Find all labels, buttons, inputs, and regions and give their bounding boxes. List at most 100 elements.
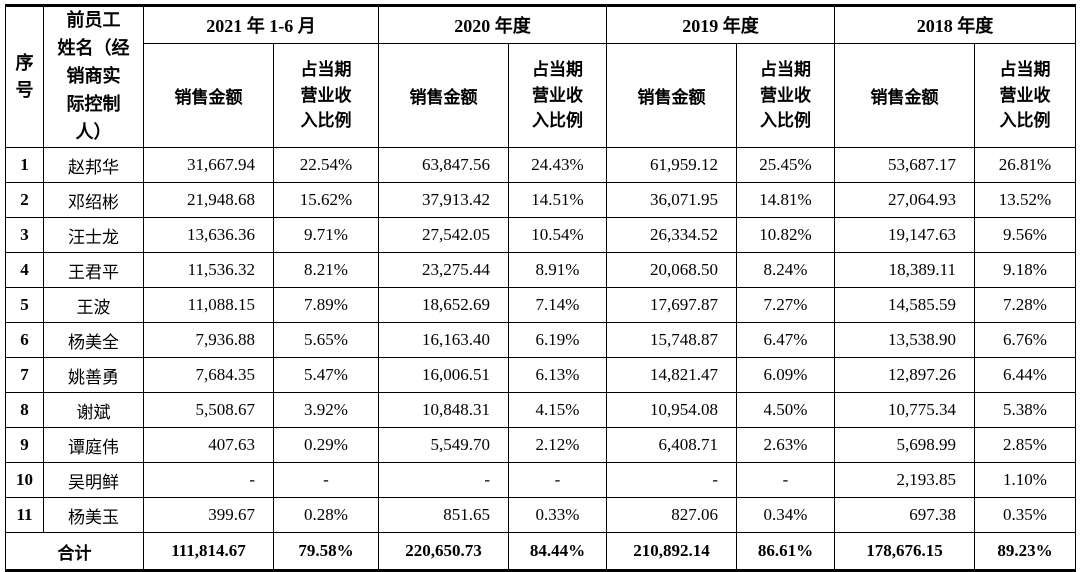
header-period-2020: 2020 年度 <box>378 5 607 44</box>
ratio-cell: 26.81% <box>974 147 1076 183</box>
former-employee-sales-table: 序 号 前员工 姓名（经 销商实 际控制 人） 2021 年 1-6 月 202… <box>5 4 1076 572</box>
total-amount-2021: 111,814.67 <box>143 532 274 571</box>
ratio-cell: 0.29% <box>273 427 379 463</box>
ratio-cell: 6.13% <box>508 357 607 393</box>
index-cell: 7 <box>5 357 44 393</box>
index-cell: 4 <box>5 252 44 288</box>
ratio-cell: 1.10% <box>974 462 1076 498</box>
ratio-cell: 9.18% <box>974 252 1076 288</box>
ratio-cell: 15.62% <box>273 182 379 218</box>
ratio-cell: 9.56% <box>974 217 1076 253</box>
amount-cell: 6,408.71 <box>606 427 737 463</box>
sales-table-container: 序 号 前员工 姓名（经 销商实 际控制 人） 2021 年 1-6 月 202… <box>5 4 1076 572</box>
amount-cell: 10,954.08 <box>606 392 737 428</box>
index-cell: 6 <box>5 322 44 358</box>
name-cell: 吴明鲜 <box>43 462 144 498</box>
name-cell: 杨美玉 <box>43 497 144 533</box>
amount-cell: 17,697.87 <box>606 287 737 323</box>
name-cell: 赵邦华 <box>43 147 144 183</box>
header-sales-amount-2020: 销售金额 <box>378 43 509 148</box>
amount-cell: 5,508.67 <box>143 392 274 428</box>
name-cell: 姚善勇 <box>43 357 144 393</box>
ratio-cell: 0.34% <box>736 497 835 533</box>
ratio-cell: 2.12% <box>508 427 607 463</box>
amount-cell: 5,549.70 <box>378 427 509 463</box>
amount-cell: - <box>606 462 737 498</box>
amount-cell: - <box>378 462 509 498</box>
ratio-cell: 14.81% <box>736 182 835 218</box>
total-label-cell: 合计 <box>5 532 144 571</box>
table-row: 4 王君平 11,536.32 8.21% 23,275.44 8.91% 20,068.5… <box>5 252 1076 288</box>
name-cell: 谢斌 <box>43 392 144 428</box>
header-revenue-ratio-2020: 占当期 营业收 入比例 <box>508 43 607 148</box>
amount-cell: 15,748.87 <box>606 322 737 358</box>
total-ratio-2020: 84.44% <box>508 532 607 571</box>
table-row: 10 吴明鲜 - - - - - -2,193.85 1.10% <box>5 462 1076 498</box>
amount-cell: 31,667.94 <box>143 147 274 183</box>
name-cell: 杨美全 <box>43 322 144 358</box>
ratio-cell: - <box>508 462 607 498</box>
ratio-cell: 8.21% <box>273 252 379 288</box>
ratio-cell: 7.27% <box>736 287 835 323</box>
amount-cell: 18,389.11 <box>834 252 975 288</box>
ratio-cell: 6.47% <box>736 322 835 358</box>
index-cell: 8 <box>5 392 44 428</box>
header-period-2018: 2018 年度 <box>834 5 1076 44</box>
total-amount-2019: 210,892.14 <box>606 532 737 571</box>
index-cell: 11 <box>5 497 44 533</box>
header-name: 前员工 姓名（经 销商实 际控制 人） <box>43 5 144 148</box>
amount-cell: 14,585.59 <box>834 287 975 323</box>
amount-cell: - <box>143 462 274 498</box>
ratio-cell: 24.43% <box>508 147 607 183</box>
header-sales-amount-2021: 销售金额 <box>143 43 274 148</box>
table-row: 3 汪士龙 13,636.36 9.71% 27,542.05 10.54% 26,334.… <box>5 217 1076 253</box>
amount-cell: 14,821.47 <box>606 357 737 393</box>
ratio-cell: - <box>273 462 379 498</box>
header-revenue-ratio-2019: 占当期 营业收 入比例 <box>736 43 835 148</box>
ratio-cell: 6.19% <box>508 322 607 358</box>
amount-cell: 10,848.31 <box>378 392 509 428</box>
amount-cell: 13,636.36 <box>143 217 274 253</box>
amount-cell: 7,684.35 <box>143 357 274 393</box>
ratio-cell: 6.09% <box>736 357 835 393</box>
table-row: 8 谢斌 5,508.67 3.92% 10,848.31 4.15% 10,954.08 4… <box>5 392 1076 428</box>
total-ratio-2018: 89.23% <box>974 532 1076 571</box>
amount-cell: 16,006.51 <box>378 357 509 393</box>
amount-cell: 2,193.85 <box>834 462 975 498</box>
total-ratio-2021: 79.58% <box>273 532 379 571</box>
ratio-cell: - <box>736 462 835 498</box>
table-row: 5 王波 11,088.15 7.89% 18,652.69 7.14% 17,697.87… <box>5 287 1076 323</box>
ratio-cell: 7.28% <box>974 287 1076 323</box>
amount-cell: 16,163.40 <box>378 322 509 358</box>
ratio-cell: 5.47% <box>273 357 379 393</box>
amount-cell: 399.67 <box>143 497 274 533</box>
amount-cell: 851.65 <box>378 497 509 533</box>
amount-cell: 61,959.12 <box>606 147 737 183</box>
amount-cell: 10,775.34 <box>834 392 975 428</box>
header-period-2019: 2019 年度 <box>606 5 835 44</box>
ratio-cell: 0.28% <box>273 497 379 533</box>
table-row: 2 邓绍彬 21,948.68 15.62% 37,913.42 14.51% 36,071… <box>5 182 1076 218</box>
amount-cell: 697.38 <box>834 497 975 533</box>
header-revenue-ratio-2018: 占当期 营业收 入比例 <box>974 43 1076 148</box>
ratio-cell: 7.14% <box>508 287 607 323</box>
header-period-row: 序 号 前员工 姓名（经 销商实 际控制 人） 2021 年 1-6 月 202… <box>5 5 1076 148</box>
ratio-cell: 13.52% <box>974 182 1076 218</box>
ratio-cell: 10.82% <box>736 217 835 253</box>
ratio-cell: 5.38% <box>974 392 1076 428</box>
header-index: 序 号 <box>5 5 44 148</box>
ratio-cell: 3.92% <box>273 392 379 428</box>
ratio-cell: 7.89% <box>273 287 379 323</box>
total-row: 合计 111,814.67 79.58% 220,650.73 84.44% 2… <box>5 532 1076 571</box>
name-cell: 汪士龙 <box>43 217 144 253</box>
amount-cell: 26,334.52 <box>606 217 737 253</box>
ratio-cell: 0.35% <box>974 497 1076 533</box>
table-body: 1 赵邦华 31,667.94 22.54% 63,847.56 24.43% 61,959… <box>5 147 1076 533</box>
ratio-cell: 8.24% <box>736 252 835 288</box>
total-ratio-2019: 86.61% <box>736 532 835 571</box>
amount-cell: 36,071.95 <box>606 182 737 218</box>
amount-cell: 18,652.69 <box>378 287 509 323</box>
header-sub-row: 销售金额 占当期 营业收 入比例 销售金额 占当期 营业收 入比例 销售金额 占… <box>6 43 1076 148</box>
amount-cell: 23,275.44 <box>378 252 509 288</box>
amount-cell: 13,538.90 <box>834 322 975 358</box>
